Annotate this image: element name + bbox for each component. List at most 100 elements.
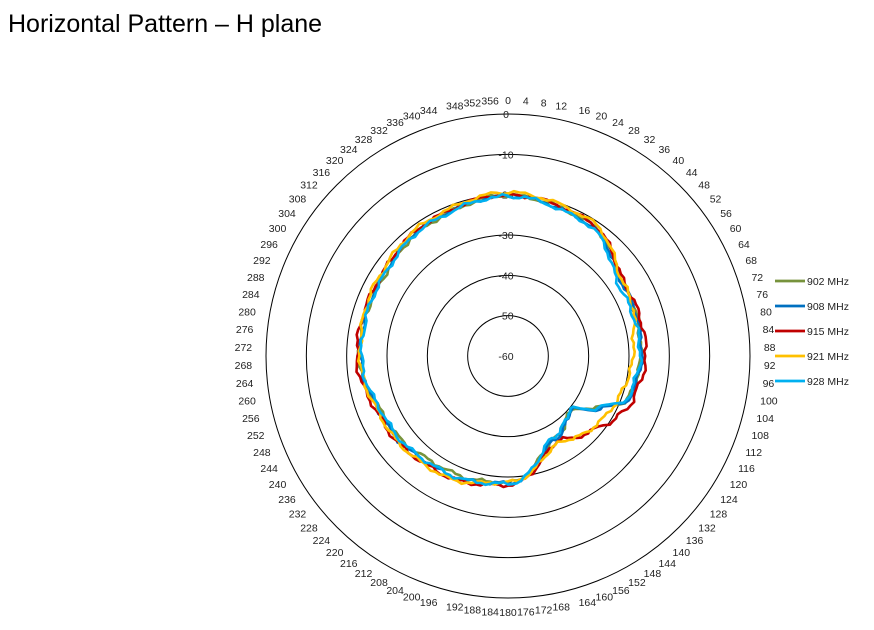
angle-tick-label: 28	[628, 125, 640, 137]
angle-tick-label: 316	[313, 167, 331, 179]
angle-tick-label: 172	[535, 605, 553, 617]
angle-tick-label: 208	[370, 577, 388, 589]
angle-tick-label: 124	[720, 494, 738, 506]
angle-tick-label: 84	[763, 324, 775, 336]
angle-tick-label: 152	[628, 577, 646, 589]
legend-label: 908 MHz	[807, 301, 849, 313]
angle-tick-label: 8	[541, 97, 547, 109]
angle-tick-label: 112	[745, 447, 762, 459]
legend-label: 915 MHz	[807, 326, 849, 338]
angle-tick-label: 32	[644, 134, 656, 146]
angle-tick-label: 280	[238, 307, 256, 319]
angle-tick-label: 240	[269, 479, 287, 491]
angle-tick-label: 268	[235, 360, 253, 372]
angle-tick-label: 156	[612, 585, 630, 597]
angle-tick-label: 24	[612, 117, 624, 129]
angle-tick-label: 72	[751, 272, 763, 284]
grid-ring	[386, 234, 630, 478]
angle-tick-label: 96	[763, 378, 775, 390]
angle-tick-label: 336	[386, 117, 404, 129]
angle-tick-label: 180	[499, 607, 517, 619]
angle-tick-label: 340	[403, 110, 421, 122]
angle-tick-label: 60	[730, 223, 742, 235]
angle-tick-label: 132	[698, 522, 716, 534]
angle-tick-label: 328	[355, 134, 373, 146]
angle-tick-label: 296	[260, 239, 278, 251]
angle-tick-label: 248	[253, 447, 271, 459]
angle-tick-label: 356	[481, 96, 499, 108]
series-lines	[355, 189, 648, 489]
grid-ring	[426, 274, 590, 438]
angle-tick-label: 192	[446, 601, 464, 613]
angle-tick-label: 344	[420, 105, 438, 117]
angle-tick-label: 56	[720, 208, 732, 220]
angle-tick-label: 36	[658, 144, 670, 156]
angle-tick-label: 48	[698, 180, 710, 192]
angle-tick-label: 348	[446, 101, 464, 113]
angle-tick-label: 260	[238, 395, 256, 407]
angle-tick-label: 220	[326, 547, 344, 559]
angle-tick-label: 256	[242, 413, 260, 425]
legend-label: 921 MHz	[807, 351, 849, 363]
angle-tick-label: 308	[289, 193, 307, 205]
angle-tick-label: 80	[760, 307, 772, 319]
angle-tick-label: 188	[464, 605, 482, 617]
angle-tick-label: 20	[596, 110, 608, 122]
angle-tick-label: 16	[579, 105, 591, 117]
angle-tick-label: 292	[253, 255, 271, 267]
grid-ring	[265, 113, 751, 599]
legend-label: 902 MHz	[807, 276, 849, 288]
angle-tick-label: 232	[289, 509, 307, 521]
angle-tick-label: 140	[673, 547, 691, 559]
angle-tick-label: 200	[403, 592, 421, 604]
radial-tick-labels: 0-10-20-30-40-50-60	[498, 109, 513, 363]
radial-tick-label: -60	[498, 351, 513, 363]
grid-ring	[305, 153, 711, 559]
angle-tick-label: 228	[300, 522, 318, 534]
angle-tick-label: 216	[340, 558, 358, 570]
angle-tick-label: 120	[730, 479, 748, 491]
radial-tick-label: -10	[498, 149, 513, 161]
angle-tick-label: 40	[673, 155, 685, 167]
angle-tick-label: 168	[552, 601, 570, 613]
angle-tick-label: 128	[710, 509, 728, 521]
angle-tick-label: 300	[269, 223, 287, 235]
angle-tick-label: 236	[278, 494, 296, 506]
angle-tick-label: 68	[745, 255, 757, 267]
legend: 902 MHz 908 MHz 915 MHz 921 MHz 928 MHz	[775, 276, 849, 388]
legend-label: 928 MHz	[807, 376, 849, 388]
angle-tick-label: 224	[313, 535, 331, 547]
angle-tick-label: 332	[370, 125, 388, 137]
angle-tick-label: 212	[355, 568, 373, 580]
grid-ring	[467, 315, 549, 397]
angle-tick-label: 104	[756, 413, 774, 425]
angle-tick-label: 100	[760, 395, 778, 407]
radial-tick-label: 0	[503, 109, 509, 121]
angle-tick-label: 160	[596, 592, 614, 604]
angle-tick-label: 116	[738, 463, 755, 475]
angle-tick-label: 12	[555, 101, 567, 113]
angle-tick-label: 312	[300, 180, 318, 192]
radial-tick-label: -30	[498, 230, 513, 242]
radial-tick-label: -50	[498, 311, 513, 323]
angle-tick-label: 88	[764, 342, 776, 354]
angle-tick-labels: 0 4 8 12 16 202428323640444852566064687276808…	[235, 95, 778, 619]
angle-tick-label: 76	[756, 289, 768, 301]
angle-tick-label: 148	[644, 568, 662, 580]
angle-tick-label: 272	[235, 342, 253, 354]
angle-tick-label: 264	[236, 378, 254, 390]
angle-tick-label: 144	[658, 558, 676, 570]
angle-tick-label: 0	[505, 95, 511, 107]
angle-tick-label: 176	[517, 606, 535, 618]
angle-tick-label: 304	[278, 208, 296, 220]
angle-tick-label: 196	[420, 597, 438, 609]
angle-tick-label: 288	[247, 272, 265, 284]
angle-tick-label: 108	[751, 430, 769, 442]
angle-tick-label: 92	[764, 360, 776, 372]
angle-tick-label: 252	[247, 430, 265, 442]
angle-tick-label: 352	[464, 97, 482, 109]
angle-tick-label: 284	[242, 289, 260, 301]
angle-tick-label: 276	[236, 324, 254, 336]
radial-tick-label: -40	[498, 270, 513, 282]
